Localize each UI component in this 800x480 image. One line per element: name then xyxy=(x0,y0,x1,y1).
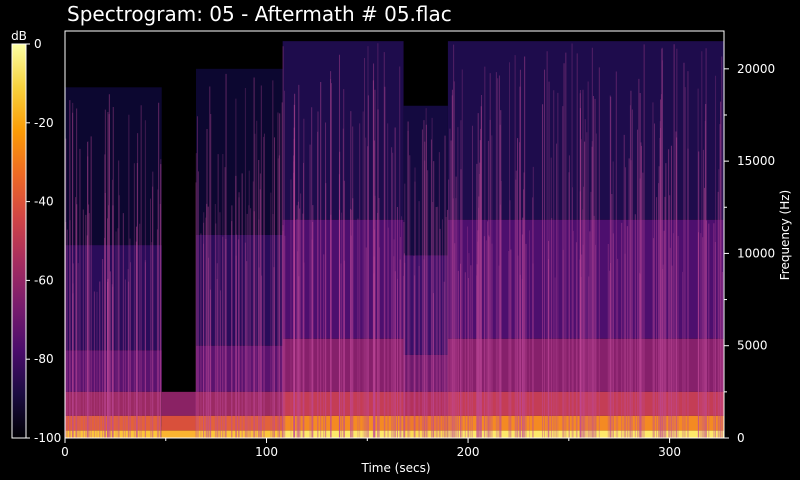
spectrogram-band xyxy=(195,415,283,431)
spectrogram-band xyxy=(447,415,724,431)
colorbar-ticks: 0 -20 -40 -60 -80 -100 xyxy=(26,37,61,445)
spectrogram-band xyxy=(282,338,404,392)
spectrogram-band xyxy=(282,219,404,339)
spectrogram-band xyxy=(403,354,448,392)
spectrogram-band xyxy=(403,105,448,256)
y-tick-label: 20000 xyxy=(737,62,775,76)
plot-frame xyxy=(64,30,725,439)
spectrogram-band xyxy=(161,430,196,438)
x-tick-label: 0 xyxy=(61,445,69,459)
spectrogram-striations xyxy=(65,43,723,438)
y-tick-label: 0 xyxy=(737,431,745,445)
spectrogram-band xyxy=(161,415,196,431)
spectrogram-band xyxy=(282,415,404,431)
spectrogram-band xyxy=(447,430,724,438)
spectrogram-band xyxy=(65,415,162,431)
spectrogram-band xyxy=(161,391,196,416)
spectrogram-band xyxy=(403,415,448,431)
colorbar-unit-label: dB xyxy=(11,29,27,43)
y-axis-label: Frequency (Hz) xyxy=(778,190,792,281)
spectrogram-band xyxy=(447,338,724,392)
spectrogram-band xyxy=(65,391,162,416)
colorbar-tick-label: -60 xyxy=(34,273,54,287)
colorbar-gradient xyxy=(11,43,27,439)
colorbar-tick-label: -100 xyxy=(34,431,61,445)
chart-title: Spectrogram: 05 - Aftermath # 05.flac xyxy=(67,2,452,26)
spectrogram-band xyxy=(65,430,162,438)
y-tick-label: 15000 xyxy=(737,154,775,168)
spectrogram-band xyxy=(447,219,724,339)
x-tick-label: 300 xyxy=(658,445,681,459)
spectrogram-band xyxy=(282,391,404,416)
spectrogram-band xyxy=(403,255,448,355)
spectrogram-band xyxy=(65,87,162,246)
spectrogram-band xyxy=(282,430,404,438)
colorbar-tick-label: -20 xyxy=(34,116,54,130)
spectrogram-image xyxy=(65,41,724,438)
x-axis-label: Time (secs) xyxy=(360,461,430,475)
spectrogram-band xyxy=(282,41,404,220)
spectrogram-band xyxy=(447,391,724,416)
colorbar-tick-label: -40 xyxy=(34,195,54,209)
spectrogram-band xyxy=(447,41,724,220)
colorbar-tick-label: 0 xyxy=(34,37,42,51)
colorbar-tick-label: -80 xyxy=(34,352,54,366)
spectrogram-band xyxy=(195,345,283,392)
x-axis: 0 100 200 300 xyxy=(61,438,681,459)
spectrogram-band xyxy=(65,350,162,392)
y-tick-label: 5000 xyxy=(737,339,768,353)
spectrogram-band xyxy=(195,430,283,438)
x-tick-label: 100 xyxy=(255,445,278,459)
x-tick-label: 200 xyxy=(457,445,480,459)
plot-area xyxy=(64,30,725,439)
spectrogram-band xyxy=(195,234,283,346)
spectrogram-band xyxy=(403,391,448,416)
spectrogram-band xyxy=(195,391,283,416)
colorbar: dB 0 -20 -40 -60 -80 -100 xyxy=(11,29,61,445)
y-axis: 0 5000 10000 15000 20000 xyxy=(724,62,775,445)
spectrogram-band xyxy=(65,245,162,351)
spectrogram-band xyxy=(195,68,283,235)
spectrogram-band xyxy=(403,430,448,438)
y-tick-label: 10000 xyxy=(737,246,775,260)
